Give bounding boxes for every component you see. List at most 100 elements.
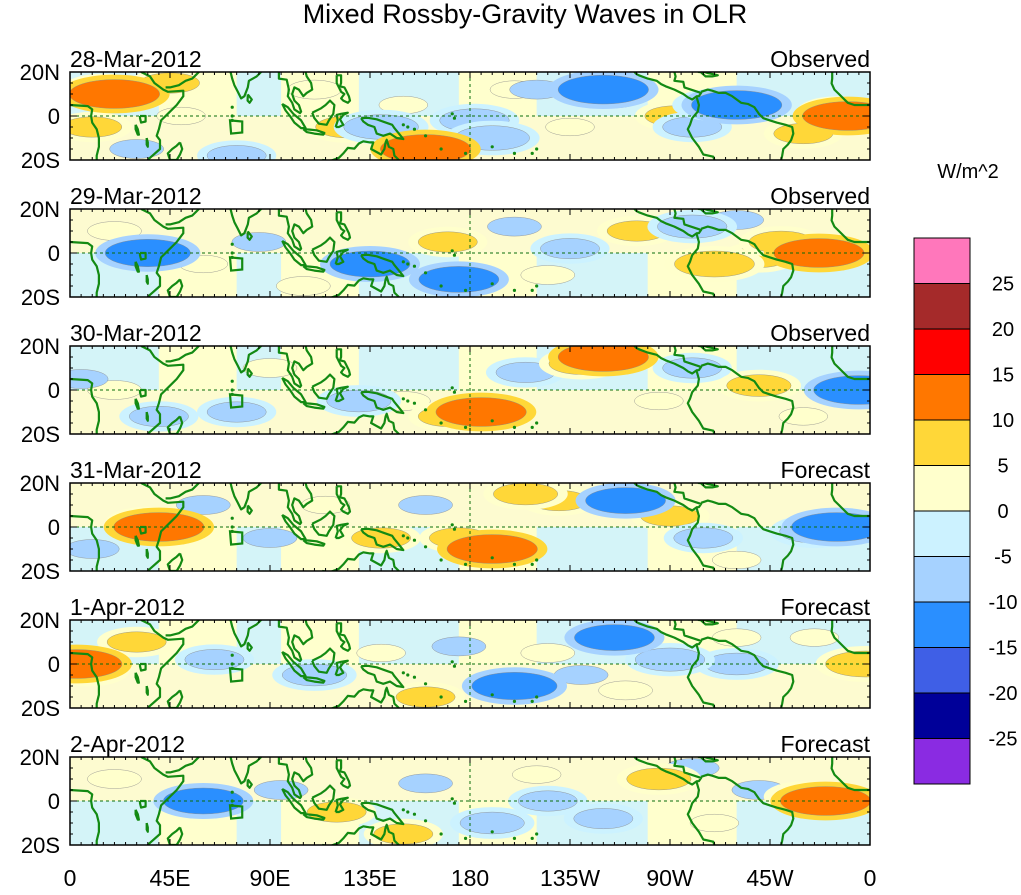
coastline: [138, 388, 147, 398]
colorbar-label: -15: [989, 638, 1018, 660]
island-dot: [412, 127, 417, 131]
y-tick-label: 20N: [20, 608, 60, 633]
panel-status-label: Observed: [770, 183, 870, 209]
coastline: [302, 265, 326, 273]
coastline: [165, 72, 200, 89]
coastline: [246, 504, 253, 515]
olr-anomaly: [540, 238, 600, 260]
panel-field: [70, 757, 870, 845]
island-dot: [423, 271, 428, 275]
coastline: [138, 799, 147, 809]
coastline: [134, 398, 140, 410]
y-tick-label: 0: [48, 241, 60, 266]
coastline: [322, 686, 400, 708]
olr-anomaly: [520, 643, 575, 663]
coastline: [686, 507, 716, 571]
island-dot: [406, 673, 410, 677]
island-dot: [535, 832, 539, 836]
island-dot: [450, 386, 454, 390]
coastline: [633, 209, 703, 238]
island-dot: [490, 556, 494, 560]
coastline: [633, 346, 703, 375]
coastline: [70, 240, 100, 297]
coastline: [360, 527, 405, 552]
colorbar-swatch: [913, 374, 971, 421]
colorbar-swatch: [913, 328, 971, 375]
coastline: [140, 72, 185, 160]
coastline: [360, 390, 405, 415]
coastline: [360, 253, 405, 278]
coastline: [281, 239, 307, 267]
coastline: [302, 676, 326, 684]
olr-anomaly: [674, 250, 755, 278]
coastline: [335, 74, 352, 104]
coastline: [335, 348, 352, 378]
y-tick-label: 20S: [21, 559, 60, 584]
coastline: [134, 535, 140, 547]
island-dot: [463, 836, 468, 841]
coastline: [360, 116, 405, 141]
island-dot: [530, 836, 534, 841]
coastline: [830, 72, 870, 107]
colorbar-swatch: [913, 601, 971, 648]
coastline: [166, 415, 184, 434]
island-dot: [463, 151, 468, 155]
coastline: [138, 114, 147, 124]
panel-30-Mar-2012: 20N 0 20S 30-Mar-2012 Observed: [20, 320, 871, 447]
coastline: [830, 483, 870, 518]
panel-field: [70, 72, 870, 160]
panel-date-label: 30-Mar-2012: [70, 320, 202, 346]
olr-anomaly: [459, 811, 525, 835]
island-outline: [228, 393, 244, 409]
coastline: [145, 822, 149, 833]
olr-anomaly: [493, 483, 558, 506]
island-dot: [450, 249, 454, 253]
coastline: [134, 261, 140, 273]
island-dot: [530, 151, 534, 155]
coastline: [70, 377, 100, 434]
coastline: [700, 225, 795, 297]
coastline: [281, 650, 307, 678]
coastline: [686, 644, 716, 708]
coastline: [311, 236, 336, 263]
panel-band: [358, 346, 459, 390]
olr-anomaly: [520, 265, 575, 285]
y-tick-label: 0: [48, 515, 60, 540]
olr-anomaly: [573, 808, 634, 829]
island-dot: [452, 664, 457, 668]
coastline: [830, 346, 870, 381]
coastline: [166, 278, 184, 297]
olr-anomaly: [87, 769, 142, 789]
island-dot: [401, 397, 405, 401]
olr-anomaly: [70, 369, 109, 389]
coastline: [166, 689, 184, 708]
island-dot: [230, 105, 234, 109]
olr-anomaly: [184, 649, 245, 670]
olr-anomaly: [726, 374, 792, 397]
island-dot: [401, 671, 405, 675]
island-dot: [512, 151, 517, 155]
island-dot: [463, 699, 468, 704]
island-dot: [423, 408, 428, 412]
panel-status-label: Forecast: [781, 731, 871, 757]
colorbar-units-label: W/m^2: [937, 161, 999, 183]
olr-anomaly: [176, 495, 231, 515]
olr-anomaly: [417, 231, 478, 253]
coastline: [360, 801, 405, 826]
island-dot: [450, 797, 454, 801]
coastline: [334, 796, 349, 814]
coastline: [145, 274, 149, 285]
island-outline: [228, 804, 244, 820]
y-tick-label: 20S: [21, 422, 60, 447]
colorbar-swatch: [913, 692, 971, 739]
colorbar-label: 15: [992, 365, 1014, 387]
coastline: [633, 757, 703, 786]
island-dot: [230, 525, 234, 529]
panel-status-label: Observed: [770, 46, 870, 72]
island-dot: [512, 562, 517, 567]
coastline: [218, 346, 262, 374]
coastline: [218, 209, 262, 237]
island-dot: [450, 112, 454, 116]
coastline: [700, 499, 795, 571]
